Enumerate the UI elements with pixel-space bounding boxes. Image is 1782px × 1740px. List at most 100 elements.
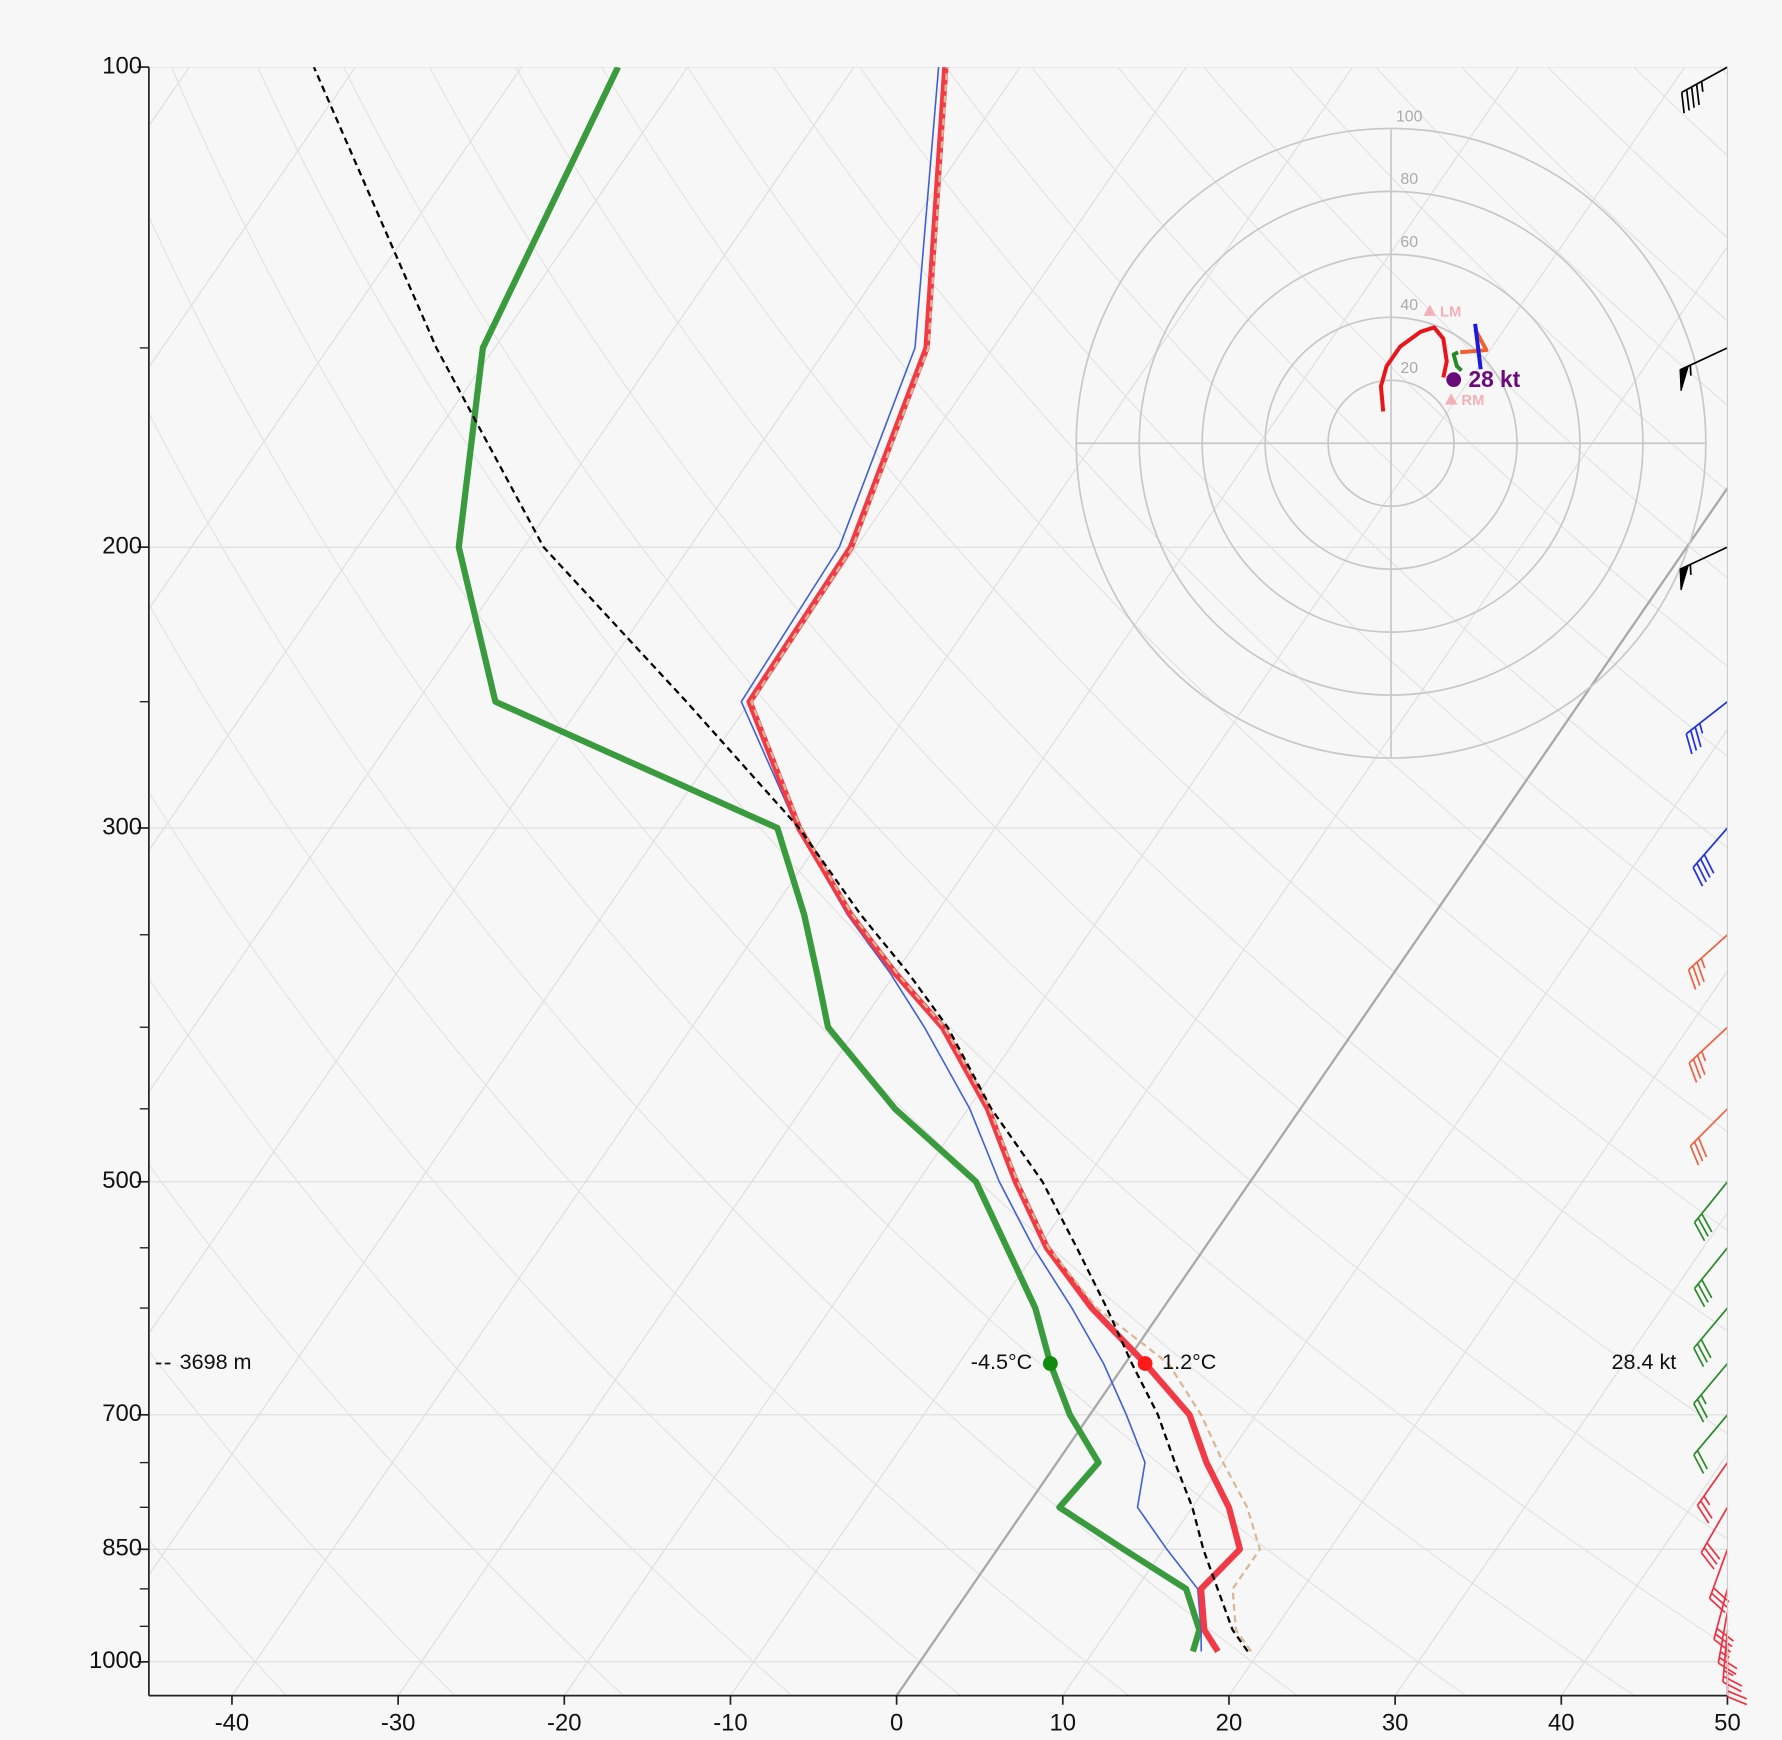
x-tick-label: 20 xyxy=(1216,1709,1243,1736)
barb-lines xyxy=(1693,1307,1729,1368)
overlay: 100 200 300 500 700 850 1000 -40 -30 -20 -10 0 10 20 3… xyxy=(89,52,1748,1736)
hodo-ring-label: 80 xyxy=(1400,171,1418,188)
wind-barb xyxy=(1693,1307,1729,1368)
grid-line xyxy=(1394,1211,1728,1696)
wind-barb xyxy=(1679,347,1728,392)
x-tick-label: 0 xyxy=(890,1709,903,1736)
y-tick-label: 850 xyxy=(102,1535,142,1562)
hodo-trace xyxy=(1378,325,1449,412)
hodo-ring-label: 40 xyxy=(1400,297,1418,314)
dry-adiabat xyxy=(1031,67,1728,758)
storm-motion-label: 28 kt xyxy=(1468,366,1520,392)
wind-barb xyxy=(1679,546,1728,591)
wind-barb xyxy=(1692,827,1729,887)
hodo-ring xyxy=(1075,127,1707,759)
y-tick-label: 700 xyxy=(102,1400,142,1427)
dry-adiabat xyxy=(687,67,1728,1133)
grid-line xyxy=(729,245,1728,1696)
grid xyxy=(148,67,1728,1696)
dry-adiabat xyxy=(148,1163,624,1696)
freezing-isotherm xyxy=(895,486,1728,1696)
dry-adiabat xyxy=(601,67,1728,1232)
dry-adiabat xyxy=(257,67,1728,1648)
hodo-ring-label: 60 xyxy=(1400,234,1418,251)
dry-adiabat xyxy=(1203,67,1728,579)
readout-label: 1.2°C xyxy=(1162,1349,1216,1374)
dry-adiabat xyxy=(148,215,1467,1696)
storm-motion-marker xyxy=(1423,304,1437,316)
barb-lines xyxy=(1708,1549,1730,1614)
hodo-trace xyxy=(1460,328,1489,355)
readout-wind: 28.4 kt xyxy=(1612,1349,1677,1374)
isotherm xyxy=(148,67,356,369)
barb-flags xyxy=(1679,564,1690,591)
dry-adiabat xyxy=(773,67,1728,1036)
barb-lines xyxy=(1693,1362,1729,1423)
hodo-ring xyxy=(1201,253,1581,633)
dry-adiabat xyxy=(859,67,1728,942)
barb-lines xyxy=(1689,1108,1729,1166)
hodo-trace xyxy=(1473,323,1483,370)
hodo-ring-label: 100 xyxy=(1396,108,1423,125)
dry-adiabat xyxy=(515,67,1728,1332)
readout-dot xyxy=(1137,1356,1153,1371)
hodo-ring xyxy=(1327,379,1455,508)
x-tick-label: 50 xyxy=(1714,1709,1741,1736)
readout-height: 3698 m xyxy=(180,1349,252,1374)
grid-line xyxy=(397,67,1520,1696)
storm-motion-label: LM xyxy=(1440,304,1461,320)
wind-barb xyxy=(1708,1549,1730,1614)
wind-barb xyxy=(1693,1362,1729,1423)
isotherm xyxy=(148,67,1187,1576)
wind-barb xyxy=(1685,701,1728,755)
y-tick-label: 100 xyxy=(102,52,142,79)
dry-adiabat xyxy=(171,67,1635,1696)
dry-adiabat xyxy=(343,67,1728,1540)
x-tick-label: -40 xyxy=(215,1709,249,1736)
barb-lines xyxy=(1688,1026,1729,1083)
wind-barb xyxy=(1689,1108,1729,1166)
dry-adiabat xyxy=(1375,67,1728,407)
dry-adiabat xyxy=(148,977,793,1696)
dry-adiabat xyxy=(148,1350,456,1696)
barb-lines xyxy=(1687,934,1729,990)
barb-flags xyxy=(1679,365,1690,392)
x-tick-label: 10 xyxy=(1050,1709,1077,1736)
x-tick-label: -10 xyxy=(713,1709,747,1736)
profile-line xyxy=(750,67,1262,1653)
hodo-ring-label: 20 xyxy=(1400,360,1418,377)
y-tick-label: 300 xyxy=(102,813,142,840)
barb-lines xyxy=(1722,1629,1743,1693)
y-tick-label: 200 xyxy=(102,532,142,559)
profile-line xyxy=(740,67,1203,1652)
dry-adiabat xyxy=(148,603,1130,1696)
y-tick-label: 1000 xyxy=(89,1647,142,1674)
dry-adiabat xyxy=(429,67,1728,1435)
storm-motion-marker xyxy=(1444,393,1458,405)
barb-lines xyxy=(1696,1462,1729,1524)
dry-adiabat xyxy=(1289,67,1728,492)
x-tick-label: 40 xyxy=(1548,1709,1575,1736)
wind-barb xyxy=(1688,1026,1729,1083)
barb-lines xyxy=(1685,701,1728,755)
wind-barb xyxy=(1693,1414,1729,1474)
wind-barb xyxy=(1700,1506,1729,1570)
isotherm xyxy=(148,67,689,852)
wind-barb xyxy=(1687,934,1729,990)
wind-barb xyxy=(1680,66,1728,114)
wind-barb xyxy=(1693,1181,1729,1242)
wind-barb xyxy=(1696,1462,1729,1524)
profile-line xyxy=(455,67,1203,1653)
barb-lines xyxy=(1693,1247,1729,1308)
barb-lines xyxy=(1700,1506,1729,1570)
hodo-ring xyxy=(1138,190,1644,696)
storm-motion-label: RM xyxy=(1461,393,1484,409)
y-tick-label: 500 xyxy=(102,1167,142,1194)
isotherm xyxy=(148,67,1021,1335)
storm-motion xyxy=(1446,372,1462,388)
x-tick-label: -20 xyxy=(547,1709,581,1736)
barb-lines xyxy=(1692,827,1729,887)
wind-barb xyxy=(1722,1629,1743,1693)
